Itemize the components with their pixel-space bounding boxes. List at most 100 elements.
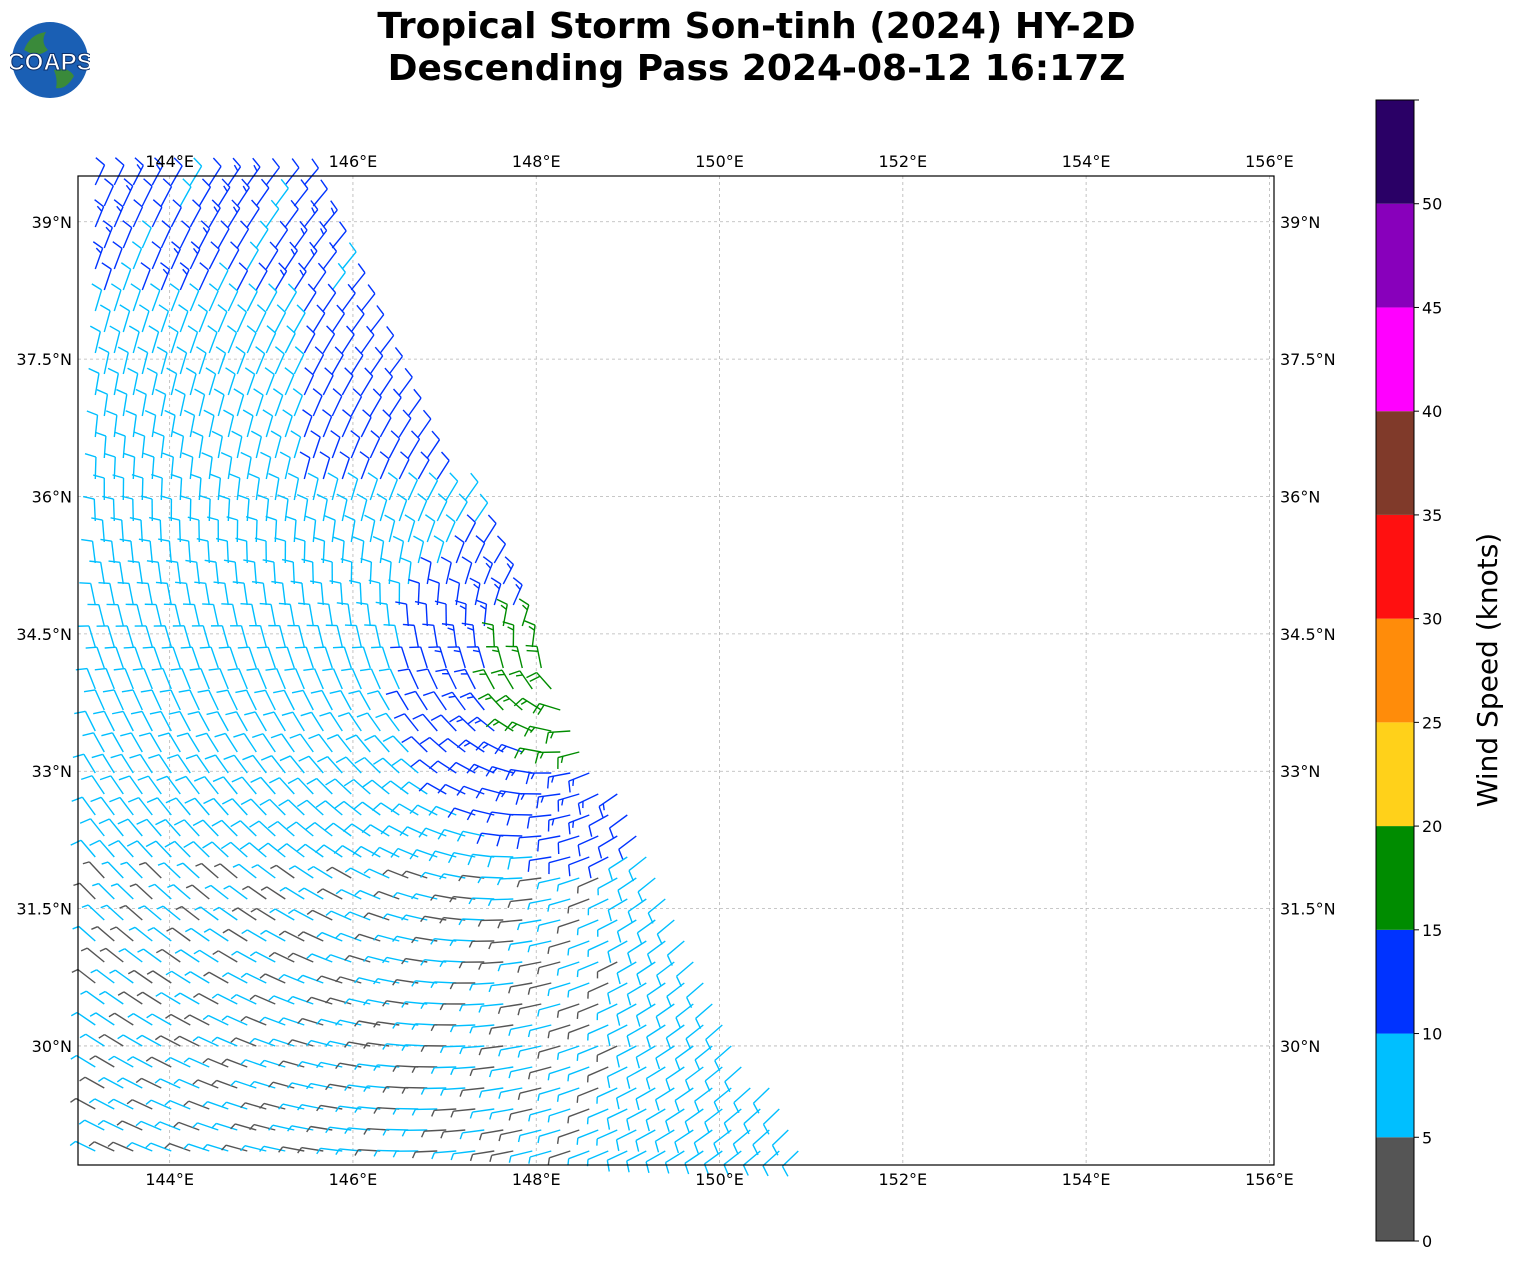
wind-barb bbox=[445, 472, 459, 501]
wind-barb bbox=[287, 1082, 314, 1089]
wind-barb bbox=[407, 430, 421, 459]
wind-barb bbox=[363, 868, 390, 879]
wind-barb bbox=[173, 1121, 200, 1131]
wind-barb bbox=[268, 472, 280, 501]
wind-barb bbox=[310, 430, 321, 459]
wind-barb bbox=[185, 367, 197, 396]
wind-barb bbox=[135, 1120, 162, 1131]
wind-barb bbox=[466, 763, 495, 774]
wind-barb bbox=[215, 537, 229, 564]
wind-barb bbox=[163, 603, 181, 627]
chart-title-line2: Descending Pass 2024-08-12 16:17Z bbox=[387, 48, 1126, 89]
wind-barb bbox=[306, 909, 333, 921]
wind-barb bbox=[265, 157, 281, 186]
wind-barb bbox=[70, 1097, 96, 1110]
wind-barb bbox=[232, 863, 257, 879]
wind-barb bbox=[250, 907, 276, 921]
wind-barb bbox=[174, 949, 200, 963]
wind-barb bbox=[144, 603, 162, 627]
wind-barb bbox=[315, 800, 343, 816]
wind-barb bbox=[175, 905, 200, 921]
lat-tick-label-left: 33°N bbox=[32, 762, 72, 781]
wind-barb bbox=[129, 883, 153, 900]
wind-barb bbox=[409, 646, 428, 669]
wind-barb bbox=[211, 1036, 238, 1047]
wind-barb bbox=[79, 1033, 105, 1047]
wind-barb bbox=[246, 157, 261, 186]
lat-tick-label-right: 31.5°N bbox=[1280, 900, 1336, 919]
wind-barb bbox=[70, 1054, 96, 1068]
wind-barb bbox=[227, 283, 239, 312]
wind-barb bbox=[508, 982, 533, 994]
colorbar-tick-label: 20 bbox=[1422, 817, 1442, 836]
colorbar-tick-label: 50 bbox=[1422, 195, 1442, 214]
wind-barb bbox=[626, 1024, 647, 1048]
wind-barb bbox=[469, 577, 481, 606]
wind-barb bbox=[288, 865, 314, 879]
wind-barb bbox=[468, 940, 495, 948]
wind-barb bbox=[181, 452, 194, 480]
wind-barb bbox=[99, 947, 124, 963]
wind-barb bbox=[379, 409, 392, 438]
wind-barb bbox=[127, 969, 153, 984]
wind-barb bbox=[411, 893, 438, 900]
wind-barb bbox=[110, 283, 122, 312]
wind-barb bbox=[278, 1060, 305, 1068]
wind-barb bbox=[536, 793, 561, 809]
wind-barb bbox=[82, 495, 96, 522]
wind-barb bbox=[508, 1024, 533, 1036]
wind-barb bbox=[170, 667, 191, 690]
wind-barb bbox=[155, 818, 181, 837]
wind-barb bbox=[482, 556, 494, 585]
wind-barb bbox=[331, 346, 344, 375]
wind-barb bbox=[303, 200, 319, 228]
wind-barb bbox=[330, 430, 341, 459]
colorbar-tick-label: 45 bbox=[1422, 298, 1442, 317]
wind-barb bbox=[587, 940, 609, 957]
wind-barb bbox=[450, 1108, 476, 1118]
wind-barb bbox=[165, 970, 191, 984]
colorbar-label: Wind Speed (knots) bbox=[1471, 533, 1504, 807]
wind-barb bbox=[598, 793, 618, 818]
wind-barb bbox=[194, 906, 219, 921]
wind-barb bbox=[411, 1065, 438, 1073]
wind-barb bbox=[514, 747, 542, 759]
wind-barb bbox=[309, 580, 324, 606]
colorbar-bin bbox=[1376, 722, 1414, 827]
wind-barb bbox=[184, 797, 210, 816]
wind-barb bbox=[255, 304, 267, 333]
wind-barb bbox=[397, 668, 419, 690]
lon-tick-label-top: 150°E bbox=[695, 152, 744, 171]
wind-barb bbox=[771, 1129, 789, 1156]
wind-barb bbox=[176, 346, 188, 375]
wind-barb bbox=[89, 325, 101, 354]
wind-barb bbox=[336, 493, 348, 522]
wind-barb bbox=[348, 579, 362, 606]
wind-barb bbox=[329, 689, 352, 711]
wind-barb bbox=[375, 601, 390, 627]
wind-barb bbox=[438, 738, 466, 753]
wind-barb bbox=[360, 409, 372, 438]
wind-barb bbox=[458, 961, 485, 969]
wind-barb bbox=[325, 624, 343, 648]
wind-barb bbox=[459, 1045, 485, 1055]
wind-barb bbox=[236, 262, 249, 291]
wind-barb bbox=[428, 646, 447, 669]
wind-barb bbox=[297, 1104, 324, 1111]
wind-barb bbox=[762, 1108, 780, 1135]
wind-barb bbox=[91, 283, 103, 312]
wind-barb bbox=[498, 1087, 523, 1099]
wind-barb bbox=[242, 754, 267, 774]
wind-barb bbox=[326, 866, 352, 879]
wind-barb bbox=[431, 1150, 457, 1160]
wind-barb bbox=[517, 1087, 542, 1100]
wind-barb bbox=[478, 1087, 504, 1098]
wind-barb bbox=[596, 961, 618, 979]
lat-tick-label-left: 39°N bbox=[32, 213, 72, 232]
wind-barb bbox=[587, 856, 609, 879]
wind-barb bbox=[413, 535, 425, 564]
wind-barb bbox=[128, 325, 140, 354]
wind-barb bbox=[170, 241, 181, 270]
wind-barb bbox=[527, 1024, 552, 1038]
wind-barb bbox=[356, 712, 381, 732]
